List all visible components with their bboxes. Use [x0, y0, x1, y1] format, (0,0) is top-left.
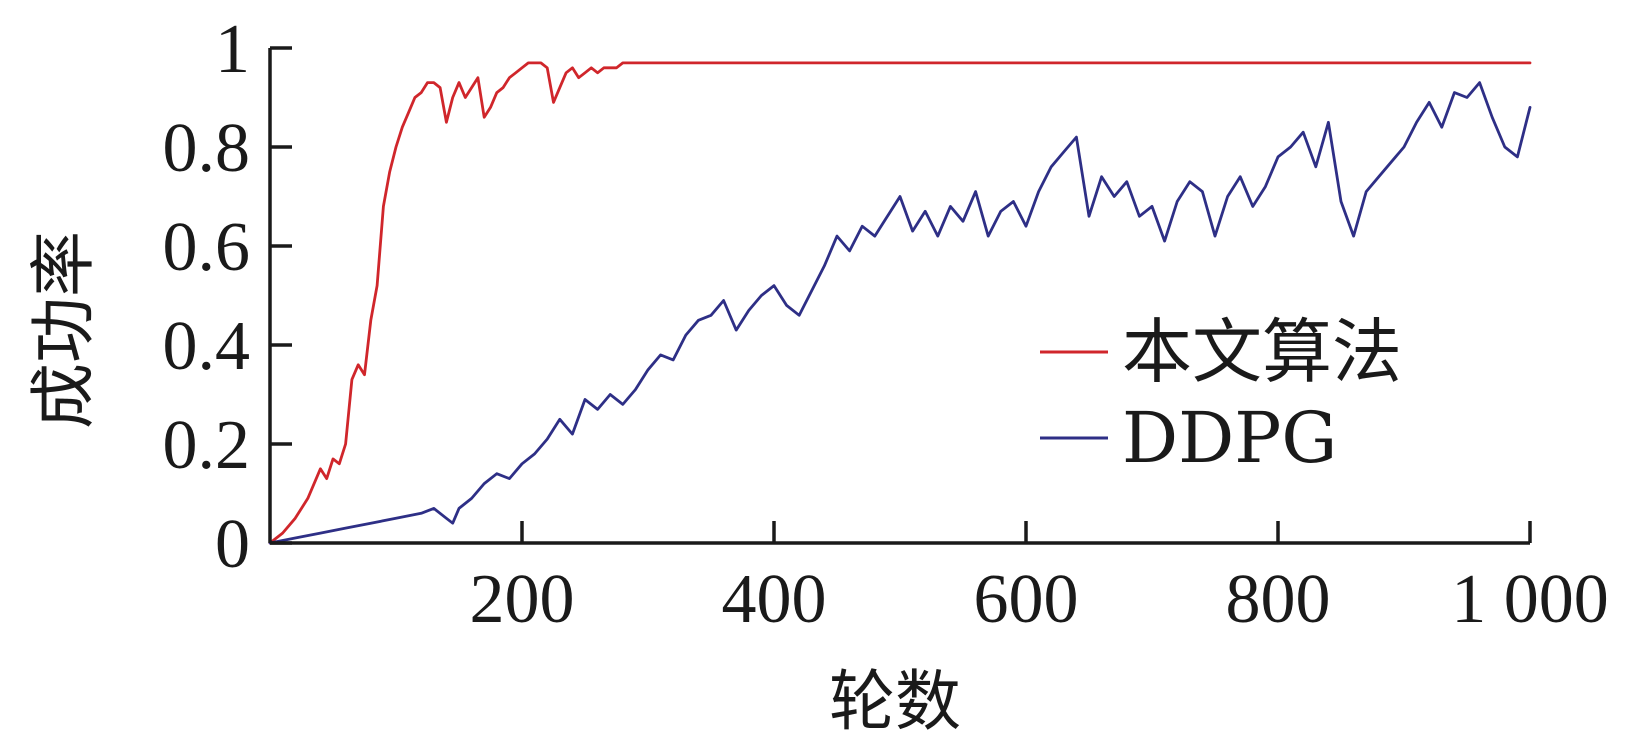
plot-series	[268, 61, 1532, 545]
y-tick-label: 0.4	[163, 308, 251, 385]
x-ticks: 200 400 600 800 1 000	[470, 521, 1609, 638]
y-tick-label: 0.8	[163, 110, 251, 187]
y-axis-title: 成功率	[25, 231, 102, 429]
x-axis-title: 轮数	[829, 663, 961, 740]
series-line-0	[268, 61, 1532, 545]
y-tick-label: 0.2	[163, 407, 251, 484]
x-tick-label: 400	[722, 561, 827, 638]
y-ticks: 0 0.2 0.4 0.6 0.8 1	[163, 11, 292, 583]
axes	[268, 48, 1530, 545]
legend-label-0: 本文算法	[1122, 311, 1402, 393]
x-tick-label: 1 000	[1451, 561, 1609, 638]
y-tick-label: 0	[215, 506, 250, 583]
x-tick-label: 800	[1226, 561, 1331, 638]
series-line-1	[268, 81, 1532, 545]
x-tick-label: 600	[974, 561, 1079, 638]
x-tick-label: 200	[470, 561, 575, 638]
y-tick-label: 0.6	[163, 209, 251, 286]
y-tick-label: 1	[215, 11, 250, 88]
legend-label-1: DDPG	[1122, 397, 1337, 479]
